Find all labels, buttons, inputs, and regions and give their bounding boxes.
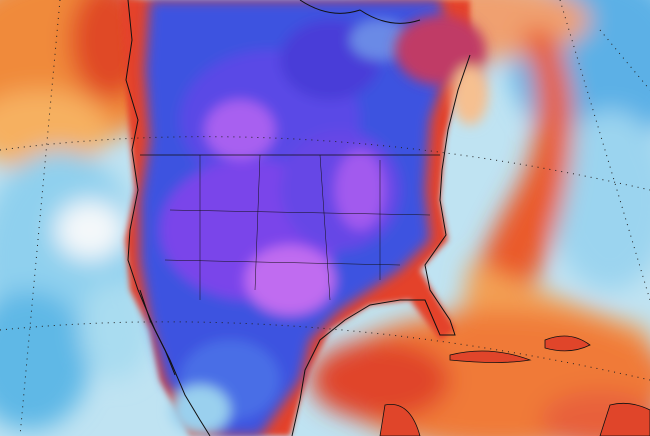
continent-cold xyxy=(140,0,450,436)
coastlines xyxy=(125,0,471,436)
pacific-field xyxy=(0,0,170,430)
islands xyxy=(379,335,650,436)
